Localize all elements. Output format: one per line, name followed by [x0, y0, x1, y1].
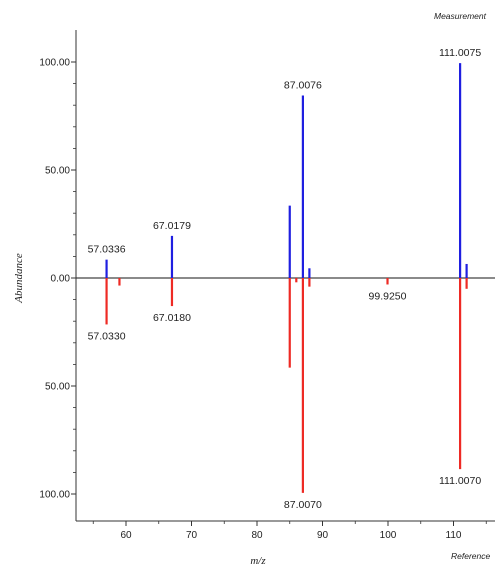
x-tick-label: 90	[317, 530, 329, 541]
reference-label: Reference	[451, 551, 490, 561]
x-tick-label: 110	[446, 530, 462, 541]
x-tick-label: 100	[380, 530, 397, 541]
y-axis-title: Abundance	[13, 253, 25, 304]
y-tick-label: 100.00	[39, 490, 70, 501]
x-tick-label: 70	[186, 530, 198, 541]
x-tick-label: 80	[251, 530, 263, 541]
x-axis-title: m/z	[250, 555, 266, 564]
y-tick-label: 0.00	[51, 274, 71, 285]
peak-label: 57.0336	[88, 244, 126, 256]
peak-label: 87.0076	[284, 79, 322, 91]
peak-label: 67.0179	[153, 220, 191, 232]
peak-label: 67.0180	[153, 312, 191, 324]
peak-label: 99.9250	[369, 290, 407, 302]
y-tick-label: 100.00	[39, 58, 70, 69]
peak-label: 111.0075	[439, 47, 481, 59]
y-tick-label: 50.00	[45, 166, 70, 177]
peak-label: 111.0070	[439, 475, 481, 487]
x-tick-label: 60	[120, 530, 132, 541]
plot-area-background	[76, 30, 495, 521]
measurement-label: Measurement	[434, 11, 487, 21]
peak-label: 87.0070	[284, 499, 322, 511]
y-tick-label: 50.00	[45, 382, 70, 393]
peak-label: 57.0330	[88, 330, 126, 342]
